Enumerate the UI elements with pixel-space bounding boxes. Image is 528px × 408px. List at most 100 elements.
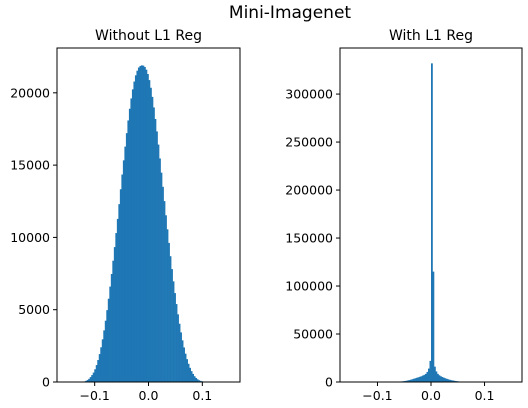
panel-title: With L1 Reg [389,28,473,44]
histogram-bar [436,373,439,382]
histogram-bar [159,158,161,382]
histogram-bar [184,353,187,382]
y-tick-label: 200000 [285,183,333,198]
histogram-bar [162,186,164,382]
histogram-bar [130,98,133,382]
histogram-bar [107,298,110,382]
histogram-bar [186,359,188,382]
x-tick-label: 0.1 [192,388,212,403]
histogram-bar [106,310,109,382]
x-tick-label: 0.0 [139,388,159,403]
histogram-bar [429,360,432,382]
histogram-bar [178,323,181,382]
x-tick-label: −0.1 [362,388,392,403]
histogram-bar [411,379,414,382]
x-tick-label: −0.1 [79,388,109,403]
histogram-bar [441,377,444,382]
histogram-bar [139,65,142,382]
histogram-bar [198,380,201,382]
histogram-bar [88,378,91,382]
histogram-bar [172,281,175,382]
histogram-bar [438,375,441,382]
histogram-bar [425,373,427,382]
histogram-bar [133,81,136,382]
histogram-bar [116,218,119,382]
histogram-bar [134,75,137,382]
histogram-bar [157,144,160,382]
x-tick-label: 0.1 [475,388,495,403]
histogram-bar [444,378,447,382]
histogram-bar [453,380,456,382]
histogram-bar [124,146,127,382]
histogram-bar [168,242,170,382]
histogram-bar [442,377,445,382]
y-tick-label: 150000 [285,231,333,246]
histogram-bar [86,379,89,382]
histogram-bar [156,131,158,382]
histogram-bar [189,367,191,382]
histogram-bar [183,347,185,382]
histogram-bar [163,201,166,382]
histogram-bar [187,363,190,382]
histogram-bar [419,376,421,382]
histogram-bar [136,70,139,382]
histogram-bar [432,271,435,382]
y-tick-label: 0 [325,375,333,390]
x-tick-label: 0.0 [421,388,441,403]
y-tick-label: 15000 [10,158,50,173]
histogram-bar [143,66,146,382]
histogram-bar [101,339,104,382]
histogram-bar [112,260,115,382]
histogram-bar [131,89,134,382]
histogram-bar [447,379,450,382]
y-tick-label: 100000 [285,279,333,294]
y-tick-label: 20000 [10,85,50,100]
histogram-bar [140,65,143,382]
histogram-bar [193,376,196,382]
histogram-bar [118,204,121,382]
histogram-bar [177,314,179,382]
histogram-bar [154,118,157,382]
histogram-bar [103,330,106,382]
histogram-bar [142,65,145,382]
histogram-bar [196,379,199,382]
histogram-bar [92,372,95,382]
histogram-bar [420,376,423,382]
histogram-bar [85,380,88,382]
histogram-bar [160,172,163,382]
histogram-bar [150,87,152,382]
histogram-bar [175,304,178,382]
histogram-bar [171,269,173,382]
histogram-bar [408,380,411,382]
histogram-bar [174,293,176,382]
histogram-bar [153,107,155,383]
histogram-bar [121,174,124,382]
histogram-bar [137,67,140,383]
histogram-bar [199,380,202,382]
histogram-bar [426,371,429,382]
histogram-bar [190,371,193,382]
histogram-bar [109,286,112,382]
histogram-bar [433,366,436,382]
histogram-panel-with-l1: With L1 Reg −0.1 0.0 0.1 0 50000 100000 150000 2… [285,28,523,403]
histogram-bar [127,120,130,382]
y-tick-label: 0 [42,375,50,390]
figure-title: Mini-Imagenet [229,3,351,23]
histogram-bar [435,371,438,382]
histogram-bar [151,96,154,382]
histogram-bar [104,320,107,382]
histogram-bar [422,375,424,382]
histogram-bar [180,332,182,382]
y-tick-label: 250000 [285,135,333,150]
histogram-bar [451,380,454,382]
histogram-bar [165,215,167,382]
histogram-bar [423,374,426,382]
histogram-bar [181,340,184,382]
histogram-bar [417,377,420,382]
histogram-bar [100,347,103,382]
histogram-bar [445,378,448,382]
y-tick-label: 300000 [285,87,333,102]
y-tick-label: 10000 [10,230,50,245]
histogram-bar [431,63,433,382]
